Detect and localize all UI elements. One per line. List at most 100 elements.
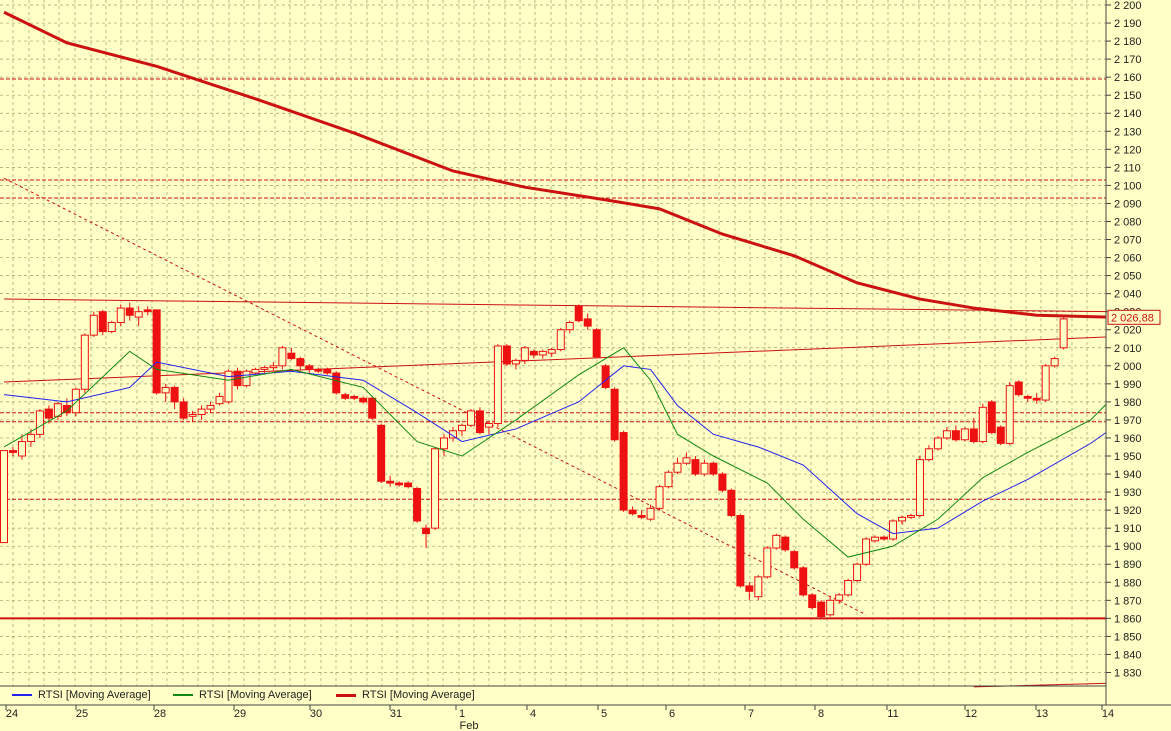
y-axis-tick-label: 2 000 [1114,361,1142,373]
y-axis-tick-label: 2 100 [1114,180,1142,192]
candle-body-up [449,430,457,439]
candle-body-down [718,473,727,491]
candle-body-down [377,424,386,482]
candle-body-up [960,428,969,441]
candle-body-down [799,567,808,596]
x-axis-day-label: 29 [234,708,246,720]
candle-body-up [520,347,529,361]
candle-body-down [709,462,718,475]
candle-body-up [853,563,862,581]
candle-body-down [1023,395,1032,399]
x-axis-day-label: 25 [76,708,88,720]
candle-body-up [556,329,565,351]
candle-body-up [493,345,502,425]
candle-body-up [260,367,269,370]
candle-body-up [89,314,98,336]
y-axis-tick-label: 2 020 [1114,325,1142,337]
y-axis-tick-label: 1 960 [1114,433,1142,445]
legend-swatch-red [336,693,356,697]
candle-body-up [898,516,906,522]
series-line-green [3,347,1109,558]
candle-body-up [547,349,556,354]
candle-body-up [538,350,547,356]
candle-body-up [942,430,951,439]
candle-body-down [969,428,978,443]
y-axis-tick-label: 2 120 [1114,144,1142,156]
legend-label-blue: RTSI [Moving Average] [38,689,151,701]
x-axis-day-label: 30 [310,708,322,720]
x-axis-day-label: 13 [1036,708,1048,720]
y-axis-tick-label: 1 950 [1114,451,1142,463]
candle-body-up [134,311,143,318]
candle-body-down [996,426,1005,444]
candle-body-down [305,365,314,370]
y-axis-tick-label: 1 850 [1114,631,1142,643]
candle-body-up [655,486,664,509]
candle-body-up [107,322,116,333]
x-axis-day-label: 1 [459,708,465,720]
x-axis-day-label: 5 [601,708,607,720]
y-axis-tick-label: 2 070 [1114,235,1142,247]
candle-body-down [502,345,511,365]
candle-body-down [475,410,484,434]
y-axis-tick-label: 1 880 [1114,577,1142,589]
candle-body-up [906,515,915,518]
candle-body-up [924,448,933,461]
y-axis-tick-label: 1 870 [1114,595,1142,607]
x-axis-day-label: 28 [154,708,166,720]
candle-body-up [700,462,709,475]
candle-body-down [583,318,592,327]
y-axis-tick-label: 2 050 [1114,271,1142,283]
trend-line [3,298,1109,313]
candle-body-up [933,437,942,450]
x-axis-day-label: 8 [818,708,824,720]
candle-body-down [574,305,583,322]
y-axis-tick-label: 1 940 [1114,469,1142,481]
candle-body-up [835,594,844,601]
y-axis-tick-label: 2 090 [1114,198,1142,210]
candle-body-down [179,401,188,419]
y-axis-tick-label: 2 190 [1114,18,1142,30]
x-axis-day-label: 12 [965,708,977,720]
trend-line [3,177,867,616]
y-axis-tick-label: 1 990 [1114,379,1142,391]
legend-item-blue: RTSI [Moving Average] [12,689,151,701]
candle-body-down [413,487,422,522]
candle-body-down [1014,381,1023,396]
candle-body-down [817,601,826,618]
candle-body-down [8,450,17,453]
candle-body-up [161,386,170,394]
candle-body-down [601,365,610,388]
candle-body-up [466,410,475,426]
candle-body-up [269,365,278,369]
candle-body-up [511,359,520,365]
y-axis-tick-label: 2 200 [1114,0,1142,12]
candle-body-down [125,307,134,316]
candle-body-down [332,372,341,394]
x-axis-day-label: 6 [669,708,675,720]
candle-body-up [763,547,772,578]
candle-body-down [341,394,350,399]
candle-body-down [745,585,754,592]
candle-body-down [987,401,996,434]
x-axis-day-label: 7 [748,708,754,720]
y-axis-tick-label: 2 110 [1114,162,1141,174]
candle-body-up [978,406,987,443]
candle-body-down [727,489,736,517]
candle-body-down [404,482,413,488]
candle-body-down [736,515,745,587]
candle-body-up [915,459,924,517]
y-axis-tick-label: 2 010 [1114,343,1142,355]
y-axis-tick-label: 2 130 [1114,126,1142,138]
y-axis-tick-label: 2 080 [1114,216,1142,228]
candle-body-up [826,599,835,616]
candle-body-down [359,397,368,403]
candle-body-down [323,368,332,374]
candle-body-up [215,395,224,405]
candle-body-down [951,430,960,441]
candle-body-down [422,527,431,535]
candle-body-up [251,368,260,374]
candle-body-up [17,441,26,457]
